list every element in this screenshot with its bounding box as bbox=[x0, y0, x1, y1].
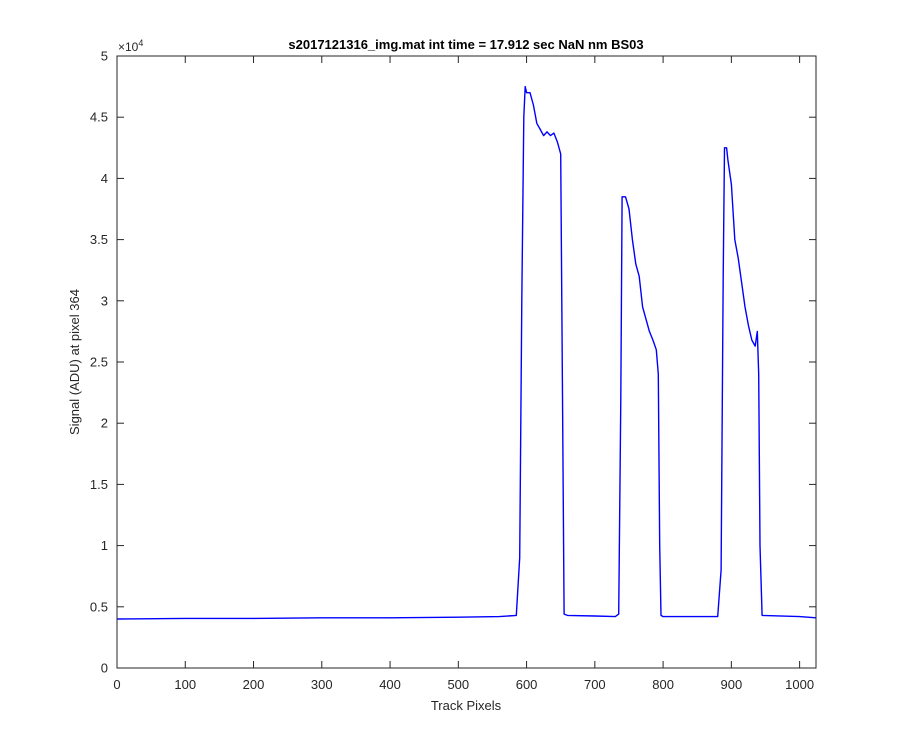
y-tick-label: 0 bbox=[101, 661, 108, 676]
x-tick-label: 0 bbox=[113, 677, 120, 692]
y-tick-label: 3.5 bbox=[90, 232, 108, 247]
y-tick-label: 4 bbox=[101, 171, 108, 186]
plot-area bbox=[117, 56, 816, 668]
x-tick-label: 400 bbox=[379, 677, 401, 692]
y-tick-label: 2 bbox=[101, 416, 108, 431]
x-tick-label: 200 bbox=[243, 677, 265, 692]
x-tick-label: 800 bbox=[652, 677, 674, 692]
x-tick-label: 500 bbox=[447, 677, 469, 692]
x-tick-label: 100 bbox=[174, 677, 196, 692]
y-multiplier: ×104 bbox=[118, 38, 143, 54]
y-tick-label: 1 bbox=[101, 538, 108, 553]
y-axis-label: Signal (ADU) at pixel 364 bbox=[67, 289, 82, 435]
x-tick-label: 700 bbox=[584, 677, 606, 692]
x-tick-label: 300 bbox=[311, 677, 333, 692]
y-tick-label: 2.5 bbox=[90, 355, 108, 370]
y-tick-label: 4.5 bbox=[90, 110, 108, 125]
x-axis-label: Track Pixels bbox=[431, 698, 502, 713]
x-axis-ticks: 0 100 200 300 400 500 600 700 800 900 1000 bbox=[113, 56, 814, 692]
x-tick-label: 900 bbox=[721, 677, 743, 692]
y-tick-label: 3 bbox=[101, 293, 108, 308]
y-tick-label: 1.5 bbox=[90, 477, 108, 492]
plot-box bbox=[116, 55, 817, 669]
chart-title: s2017121316_img.mat int time = 17.912 se… bbox=[288, 37, 643, 52]
x-tick-label: 1000 bbox=[785, 677, 814, 692]
y-tick-label: 5 bbox=[101, 49, 108, 64]
y-multiplier-base: ×10 bbox=[118, 40, 139, 54]
x-tick-label: 600 bbox=[516, 677, 538, 692]
y-multiplier-exponent: 4 bbox=[138, 38, 143, 48]
series-layer bbox=[116, 85, 817, 620]
signal-series-line bbox=[116, 85, 817, 620]
y-axis-ticks: 0 0.5 1 1.5 2 2.5 3 3.5 4 4.5 5 bbox=[90, 49, 816, 676]
y-tick-label: 0.5 bbox=[90, 599, 108, 614]
